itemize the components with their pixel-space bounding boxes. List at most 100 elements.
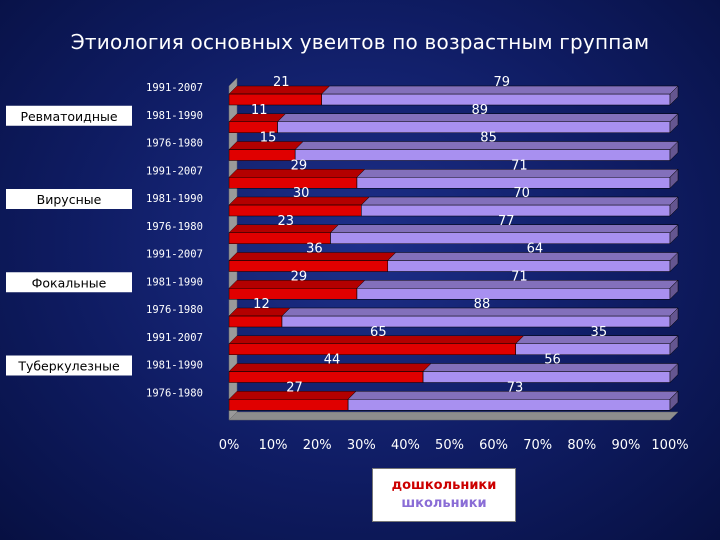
bar-outline-preschool xyxy=(228,204,362,217)
group-label: Фокальные xyxy=(32,275,107,290)
data-label-preschool: 65 xyxy=(370,325,387,340)
x-tick-label: 60% xyxy=(479,438,508,453)
data-label-school: 77 xyxy=(498,214,515,229)
bar-segment-preschool xyxy=(229,177,357,189)
bar-segment-preschool xyxy=(229,399,349,411)
group-label: Ревматоидные xyxy=(20,109,117,124)
x-tick-label: 90% xyxy=(611,438,640,453)
period-label: 1991-2007 xyxy=(146,332,203,344)
data-label-preschool: 44 xyxy=(324,353,341,368)
bar-outline-preschool xyxy=(228,93,322,106)
bar-segment-preschool xyxy=(229,343,516,355)
period-label: 1991-2007 xyxy=(146,82,203,94)
period-label: 1976-1980 xyxy=(146,387,203,399)
bar-end-school xyxy=(669,224,679,245)
group-label-box xyxy=(6,105,132,126)
bar-end-school xyxy=(669,279,679,300)
data-label-preschool: 11 xyxy=(251,103,268,118)
legend: дошкольники школьники xyxy=(372,468,516,522)
group-label-box xyxy=(6,272,132,293)
data-label-school: 56 xyxy=(544,353,561,368)
period-label: 1981-1990 xyxy=(146,110,203,122)
x-tick-label: 0% xyxy=(219,438,240,453)
period-label: 1976-1980 xyxy=(146,304,203,316)
group-label: Вирусные xyxy=(37,192,102,207)
bar-outline-preschool xyxy=(228,315,283,328)
bar-end-school xyxy=(669,362,679,384)
bar-outline-preschool xyxy=(228,343,516,355)
bar-segment-preschool xyxy=(229,232,331,244)
group-label: Туберкулезные xyxy=(17,359,120,374)
bar-end-school xyxy=(669,140,679,162)
bar-segment-preschool xyxy=(229,371,424,383)
x-tick-label: 30% xyxy=(347,438,376,453)
bar-segment-school xyxy=(515,343,671,355)
bar-segment-school xyxy=(321,93,671,106)
period-label: 1981-1990 xyxy=(146,193,203,205)
legend-item-preschool: дошкольники xyxy=(391,478,497,493)
data-label-preschool: 29 xyxy=(291,269,308,284)
bar-segment-school xyxy=(361,204,671,217)
bar-segment-school xyxy=(281,315,671,328)
bar-outline-preschool xyxy=(228,149,296,161)
bar-segment-school xyxy=(277,121,671,133)
x-tick-label: 70% xyxy=(523,438,552,453)
data-label-school: 35 xyxy=(591,325,608,340)
bar-segment-preschool xyxy=(229,149,296,161)
x-tick-label: 100% xyxy=(651,438,688,453)
period-label: 1991-2007 xyxy=(146,165,203,177)
data-label-preschool: 15 xyxy=(260,131,277,146)
legend-item-school: школьники xyxy=(401,496,487,511)
x-tick-label: 40% xyxy=(391,438,420,453)
bar-segment-school xyxy=(422,371,671,383)
period-label: 1976-1980 xyxy=(146,138,203,150)
period-label: 1981-1990 xyxy=(146,276,203,288)
data-label-preschool: 30 xyxy=(293,186,310,201)
bar-outline-preschool xyxy=(228,399,349,411)
data-label-school: 70 xyxy=(513,186,530,201)
bar-segment-school xyxy=(330,232,671,244)
bar-segment-preschool xyxy=(229,288,357,300)
data-label-school: 88 xyxy=(474,297,491,312)
bar-segment-school xyxy=(347,399,671,411)
bar-end-school xyxy=(669,307,679,328)
data-label-preschool: 29 xyxy=(291,158,308,173)
data-label-preschool: 21 xyxy=(273,75,290,90)
bar-segment-preschool xyxy=(229,260,388,272)
bar-outline-preschool xyxy=(228,260,389,272)
bar-outline-preschool xyxy=(228,288,358,300)
x-tick-label: 80% xyxy=(567,438,596,453)
bar-end-school xyxy=(669,251,679,273)
bar-end-school xyxy=(669,113,679,134)
data-label-school: 89 xyxy=(471,103,488,118)
data-label-school: 85 xyxy=(480,131,497,146)
chart-title: Этиология основных увеитов по возрастным… xyxy=(70,30,650,54)
data-label-school: 71 xyxy=(511,158,528,173)
bar-end-school xyxy=(669,390,679,411)
bar-end-school xyxy=(669,335,679,356)
bar-segment-preschool xyxy=(229,94,322,105)
period-label: 1991-2007 xyxy=(146,249,203,261)
bar-segment-preschool xyxy=(229,121,278,133)
data-label-preschool: 27 xyxy=(286,380,303,395)
x-tick-label: 10% xyxy=(259,438,288,453)
bar-segment-school xyxy=(294,149,671,161)
data-label-preschool: 12 xyxy=(253,297,270,312)
bar-end-school xyxy=(669,196,679,217)
bar-segment-preschool xyxy=(229,205,362,216)
data-label-school: 73 xyxy=(507,380,524,395)
bar-outline-preschool xyxy=(228,371,424,383)
bar-end-school xyxy=(669,85,679,106)
group-label-box xyxy=(6,189,132,209)
data-label-school: 64 xyxy=(527,242,544,257)
data-label-school: 79 xyxy=(494,75,511,90)
x-tick-label: 20% xyxy=(303,438,332,453)
period-label: 1976-1980 xyxy=(146,221,203,233)
data-label-preschool: 23 xyxy=(277,214,294,229)
data-label-preschool: 36 xyxy=(306,242,323,257)
x-tick-label: 50% xyxy=(435,438,464,453)
period-label: 1981-1990 xyxy=(146,360,203,372)
bar-end-school xyxy=(669,168,679,189)
bar-segment-preschool xyxy=(229,316,282,327)
